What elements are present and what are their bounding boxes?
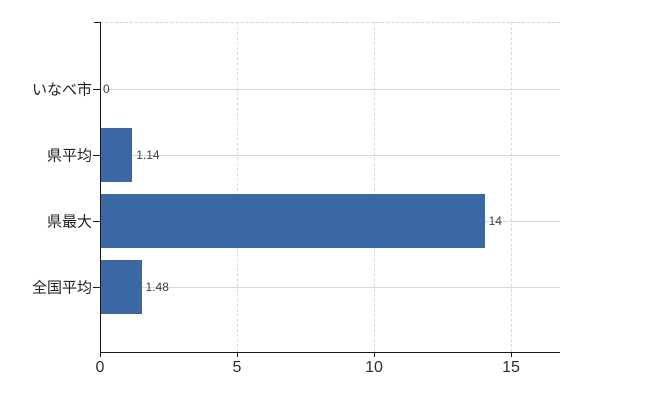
y-axis-tick [93, 89, 100, 90]
x-tick-label: 10 [365, 359, 383, 376]
y-axis-line [100, 22, 101, 352]
bar-value-label: 0 [103, 82, 110, 96]
horizontal-gridline [100, 155, 560, 156]
vertical-gridline [374, 22, 375, 352]
y-axis-top-tick [94, 22, 101, 23]
bar [101, 194, 485, 248]
bar-value-label: 14 [488, 214, 502, 228]
category-label: いなべ市 [31, 81, 92, 99]
x-axis-tick [237, 352, 238, 357]
y-axis-tick [93, 221, 100, 222]
bar [101, 260, 142, 314]
x-tick-label: 5 [232, 359, 242, 376]
x-axis-tick [100, 352, 101, 357]
x-tick-label: 15 [502, 359, 520, 376]
x-tick-label: 0 [95, 359, 105, 376]
bar-value-label: 1.48 [145, 280, 169, 294]
x-axis-tick [511, 352, 512, 357]
x-axis-tick [374, 352, 375, 357]
horizontal-gridline [100, 89, 560, 90]
x-axis-line [100, 352, 560, 353]
bar-value-label: 1.14 [136, 148, 160, 162]
plot-top-border [100, 22, 560, 23]
y-axis-tick [93, 155, 100, 156]
bar [101, 128, 133, 182]
vertical-gridline [237, 22, 238, 352]
horizontal-gridline [100, 287, 560, 288]
category-label: 県平均 [46, 147, 92, 165]
vertical-gridline [511, 22, 512, 352]
y-axis-tick [93, 287, 100, 288]
category-label: 全国平均 [31, 279, 92, 297]
category-label: 県最大 [46, 213, 92, 231]
